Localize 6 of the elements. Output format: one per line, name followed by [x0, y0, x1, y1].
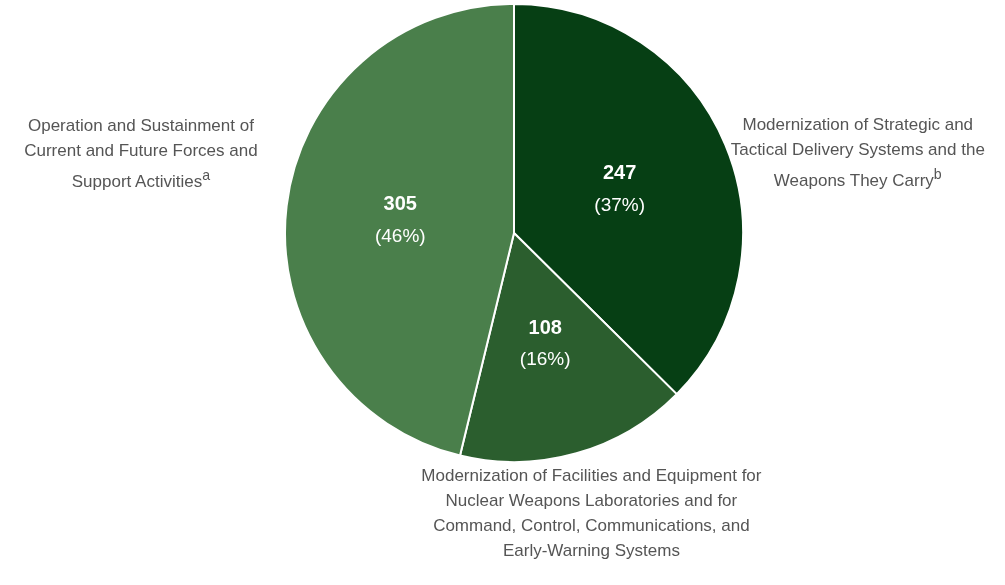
data-label: 247 (37%)	[594, 161, 646, 216]
slice-label: Operation and Sustainment of Current and Future Forces and Support Activities$^{a}$	[23, 115, 259, 193]
slice-label: Modernization of Facilities and Equipment for Nuclear Weapons Laboratories and for Command, Control, Communications, and Early-Warning Systems	[420, 464, 763, 562]
data-label: 305 (46%)	[374, 191, 426, 246]
data-label: 108 (16%)	[519, 315, 571, 370]
slice-label: Modernization of Strategic and Tactical Delivery Systems and the Weapons They Carry$^{b}$	[730, 114, 986, 192]
